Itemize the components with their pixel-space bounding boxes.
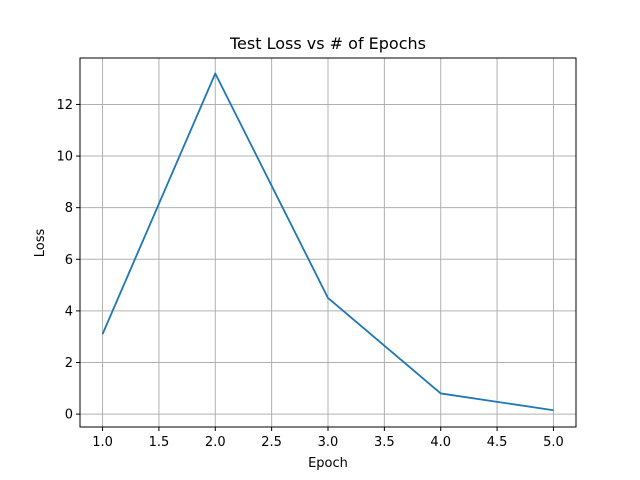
y-tick-label: 4	[65, 304, 73, 319]
y-axis-label: Loss	[33, 229, 48, 258]
y-tick-label: 6	[65, 253, 73, 268]
chart-title: Test Loss vs # of Epochs	[229, 34, 426, 53]
x-tick-label: 4.0	[430, 435, 451, 450]
x-axis-ticks: 1.0 1.5 2.0 2.5 3.0 3.5 4.0 4.5 5.0	[92, 427, 564, 450]
y-tick-label: 0	[65, 408, 73, 423]
x-tick-label: 2.5	[261, 435, 282, 450]
grid	[80, 58, 576, 427]
x-axis-label: Epoch	[308, 456, 348, 471]
x-tick-label: 2.0	[205, 435, 226, 450]
x-tick-label: 3.5	[374, 435, 395, 450]
x-tick-label: 1.5	[149, 435, 170, 450]
y-tick-label: 8	[65, 201, 73, 216]
y-tick-label: 10	[56, 150, 73, 165]
x-tick-label: 4.5	[487, 435, 508, 450]
y-tick-label: 2	[65, 356, 73, 371]
x-tick-label: 3.0	[318, 435, 339, 450]
series-line	[101, 72, 554, 412]
y-axis-ticks: 0 2 4 6 8 10 12	[56, 98, 80, 423]
y-tick-label: 12	[56, 98, 73, 113]
x-tick-label: 1.0	[92, 435, 113, 450]
plot-area	[101, 72, 554, 412]
x-tick-label: 5.0	[543, 435, 564, 450]
